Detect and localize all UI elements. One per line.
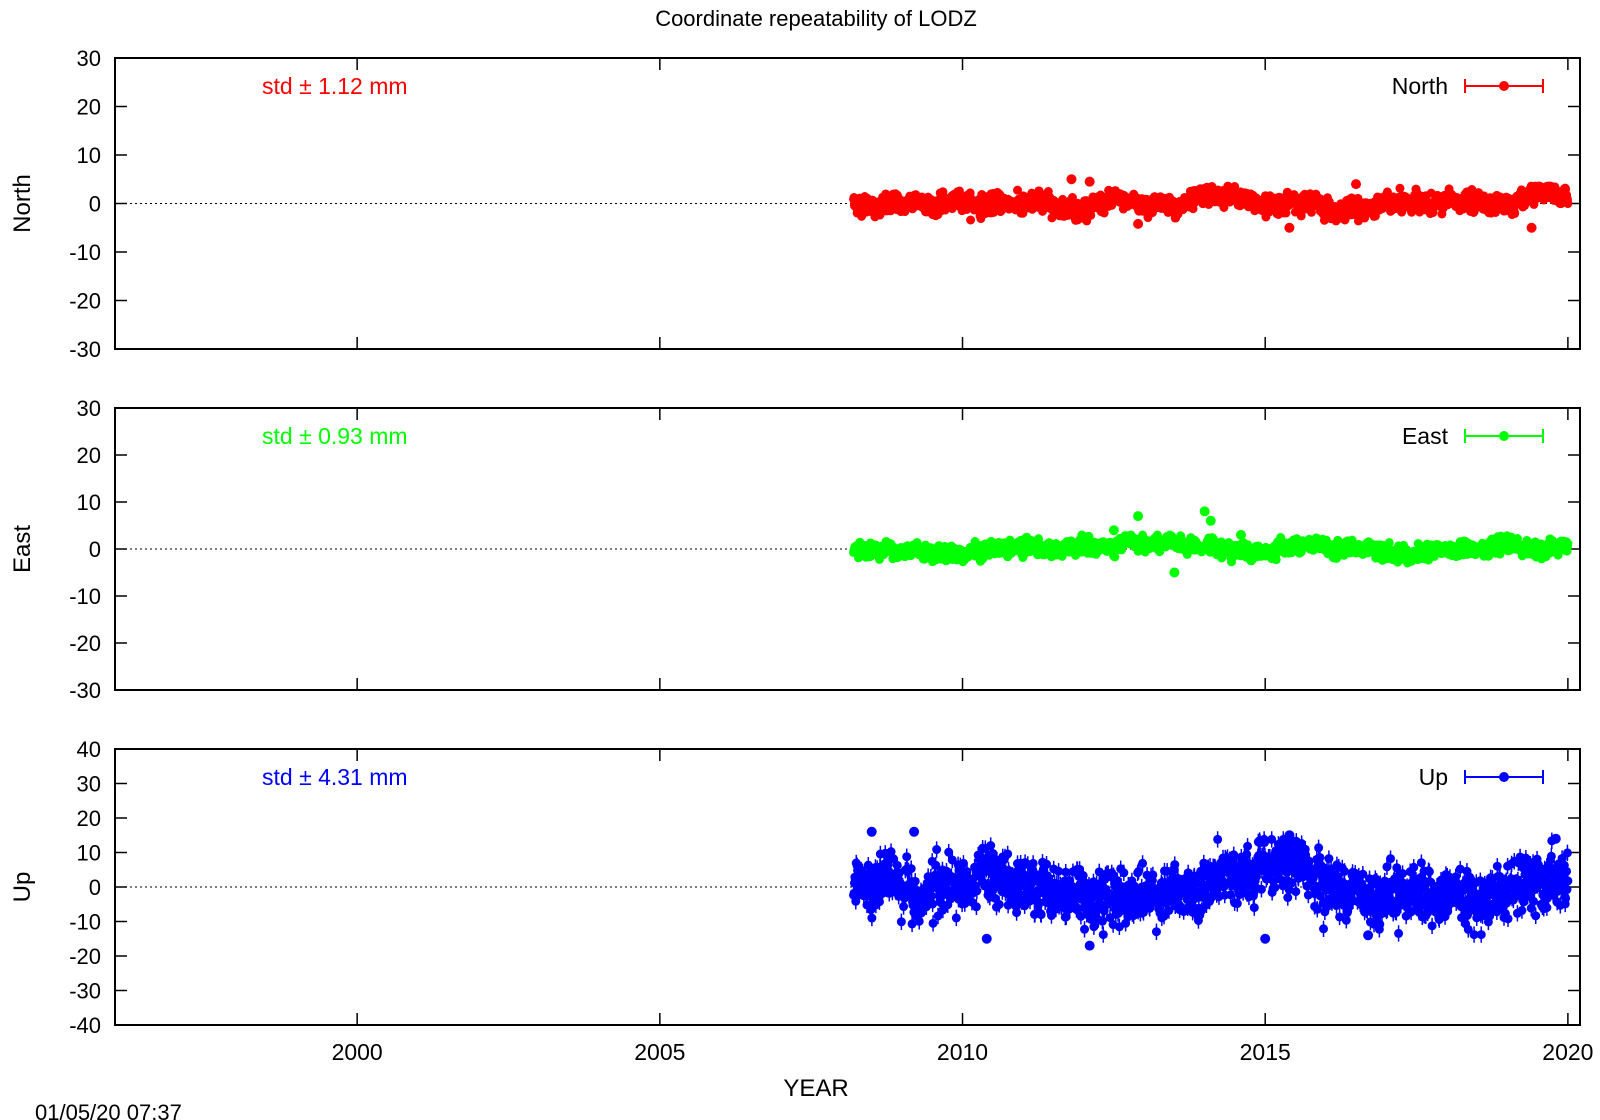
y-axis-label: North: [9, 174, 36, 233]
data-points: [849, 506, 1573, 578]
std-label: std ± 1.12 mm: [262, 73, 408, 99]
data-point: [966, 215, 976, 225]
y-tick-label: -20: [69, 631, 101, 656]
panel-east: 30 20 10 0 -10 -20 -30 East std ± 0.93 mm East: [9, 396, 1581, 703]
legend-north: North: [1392, 73, 1544, 99]
y-tick-label: 20: [77, 95, 101, 120]
data-point: [1510, 209, 1520, 219]
data-point: [1428, 208, 1438, 218]
panel-north: 30 20 10 0 -10 -20 -30 North std ± 1.12 mm North: [9, 46, 1581, 362]
y-tick-label: 20: [77, 443, 101, 468]
data-point: [1319, 215, 1329, 225]
legend-marker: [1499, 81, 1509, 91]
legend-label: East: [1402, 423, 1449, 449]
data-point-outlier: [1284, 222, 1295, 233]
data-point: [1395, 183, 1405, 193]
chart-title: Coordinate repeatability of LODZ: [655, 6, 977, 31]
y-tick-label: -10: [69, 240, 101, 265]
data-point: [1563, 199, 1573, 209]
data-point-outlier: [1526, 222, 1537, 233]
data-point-outlier: [1084, 176, 1095, 187]
y-tick-label: 30: [77, 46, 101, 71]
std-label: std ± 0.93 mm: [262, 423, 408, 449]
legend-marker: [1499, 431, 1509, 441]
y-tick-label: -30: [69, 337, 101, 362]
data-point: [1047, 213, 1057, 223]
y-tick-label: 10: [77, 143, 101, 168]
data-point: [1219, 202, 1229, 212]
y-tick-label: -10: [69, 584, 101, 609]
data-point-outlier: [1351, 179, 1362, 190]
data-point: [954, 186, 964, 196]
y-tick-label: 30: [77, 396, 101, 421]
y-tick-label: -20: [69, 289, 101, 314]
y-tick-label: -30: [69, 678, 101, 703]
y-tick-label: 0: [89, 192, 101, 217]
data-point: [1013, 185, 1023, 195]
data-point: [1099, 208, 1109, 218]
data-point-outlier: [1066, 174, 1077, 185]
y-tick-label: 0: [89, 537, 101, 562]
y-tick-label: 10: [77, 490, 101, 515]
y-axis-label: East: [9, 525, 36, 573]
data-points: [849, 174, 1573, 233]
data-point-outlier: [1133, 218, 1144, 229]
legend-label: North: [1392, 73, 1448, 99]
legend-east: East: [1402, 423, 1544, 449]
